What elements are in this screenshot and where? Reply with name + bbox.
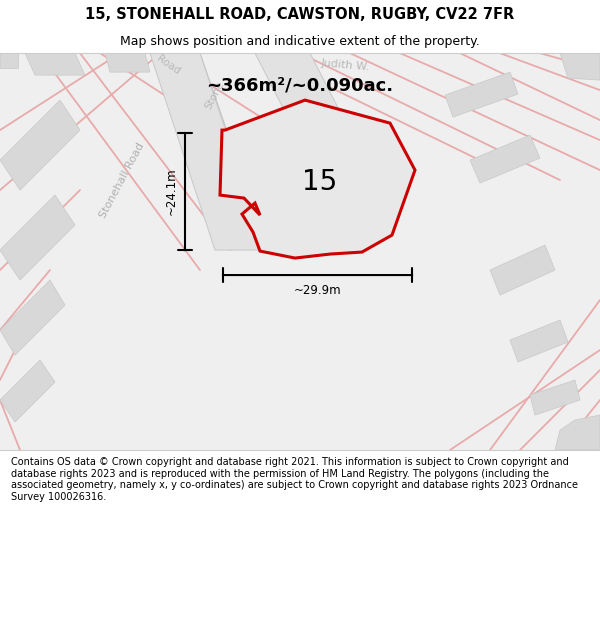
Polygon shape [0, 195, 75, 280]
Text: Contains OS data © Crown copyright and database right 2021. This information is : Contains OS data © Crown copyright and d… [11, 457, 578, 502]
Polygon shape [25, 53, 85, 75]
Text: Judith W.: Judith W. [320, 58, 370, 72]
Polygon shape [105, 53, 150, 72]
Polygon shape [510, 320, 568, 362]
Text: 15, STONEHALL ROAD, CAWSTON, RUGBY, CV22 7FR: 15, STONEHALL ROAD, CAWSTON, RUGBY, CV22… [85, 8, 515, 22]
Polygon shape [445, 72, 518, 117]
Text: Road: Road [154, 54, 182, 77]
Polygon shape [165, 53, 202, 70]
Text: ~29.9m: ~29.9m [293, 284, 341, 296]
Text: 15: 15 [302, 168, 338, 196]
Polygon shape [255, 53, 370, 170]
Polygon shape [0, 280, 65, 355]
Polygon shape [560, 53, 600, 80]
Text: Map shows position and indicative extent of the property.: Map shows position and indicative extent… [120, 35, 480, 48]
Polygon shape [220, 100, 415, 258]
Polygon shape [0, 53, 18, 68]
Text: ~24.1m: ~24.1m [164, 168, 178, 216]
Text: Stone: Stone [203, 79, 226, 111]
Polygon shape [150, 53, 265, 250]
Text: Stonehall Road: Stonehall Road [98, 141, 146, 219]
Polygon shape [490, 245, 555, 295]
Polygon shape [555, 415, 600, 450]
Text: ~366m²/~0.090ac.: ~366m²/~0.090ac. [206, 76, 394, 94]
Polygon shape [0, 100, 80, 190]
Polygon shape [470, 135, 540, 183]
Polygon shape [530, 380, 580, 415]
Polygon shape [0, 360, 55, 422]
